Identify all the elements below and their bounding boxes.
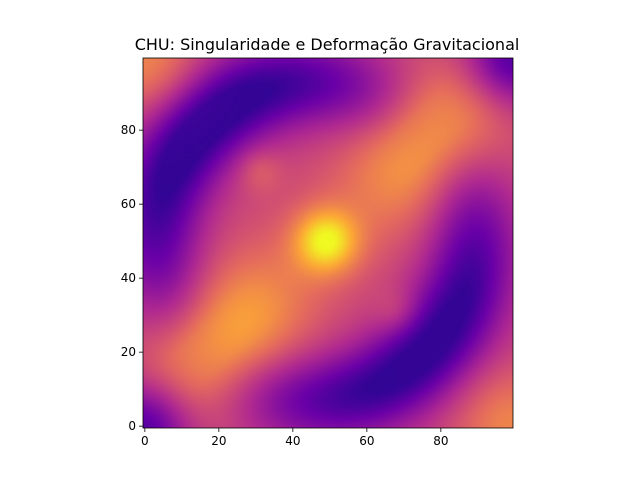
y-tick-label: 40 [121,271,136,285]
y-axis: 0 20 40 60 80 [121,123,143,433]
y-tick-label: 80 [121,123,136,137]
plot-area [142,57,514,429]
x-axis: 0 20 40 60 80 [141,428,448,448]
x-tick-label: 40 [285,434,300,448]
x-tick-label: 60 [359,434,374,448]
heatmap-image [143,58,513,428]
plot-frame [142,57,514,429]
chart-title: CHU: Singularidade e Deformação Gravitac… [135,35,520,54]
y-tick-label: 20 [121,345,136,359]
heatmap-image-holder [143,58,513,428]
y-tick-label: 0 [128,419,136,433]
x-tick-label: 20 [211,434,226,448]
y-tick-label: 60 [121,197,136,211]
x-tick-label: 80 [433,434,448,448]
x-tick-label: 0 [141,434,149,448]
